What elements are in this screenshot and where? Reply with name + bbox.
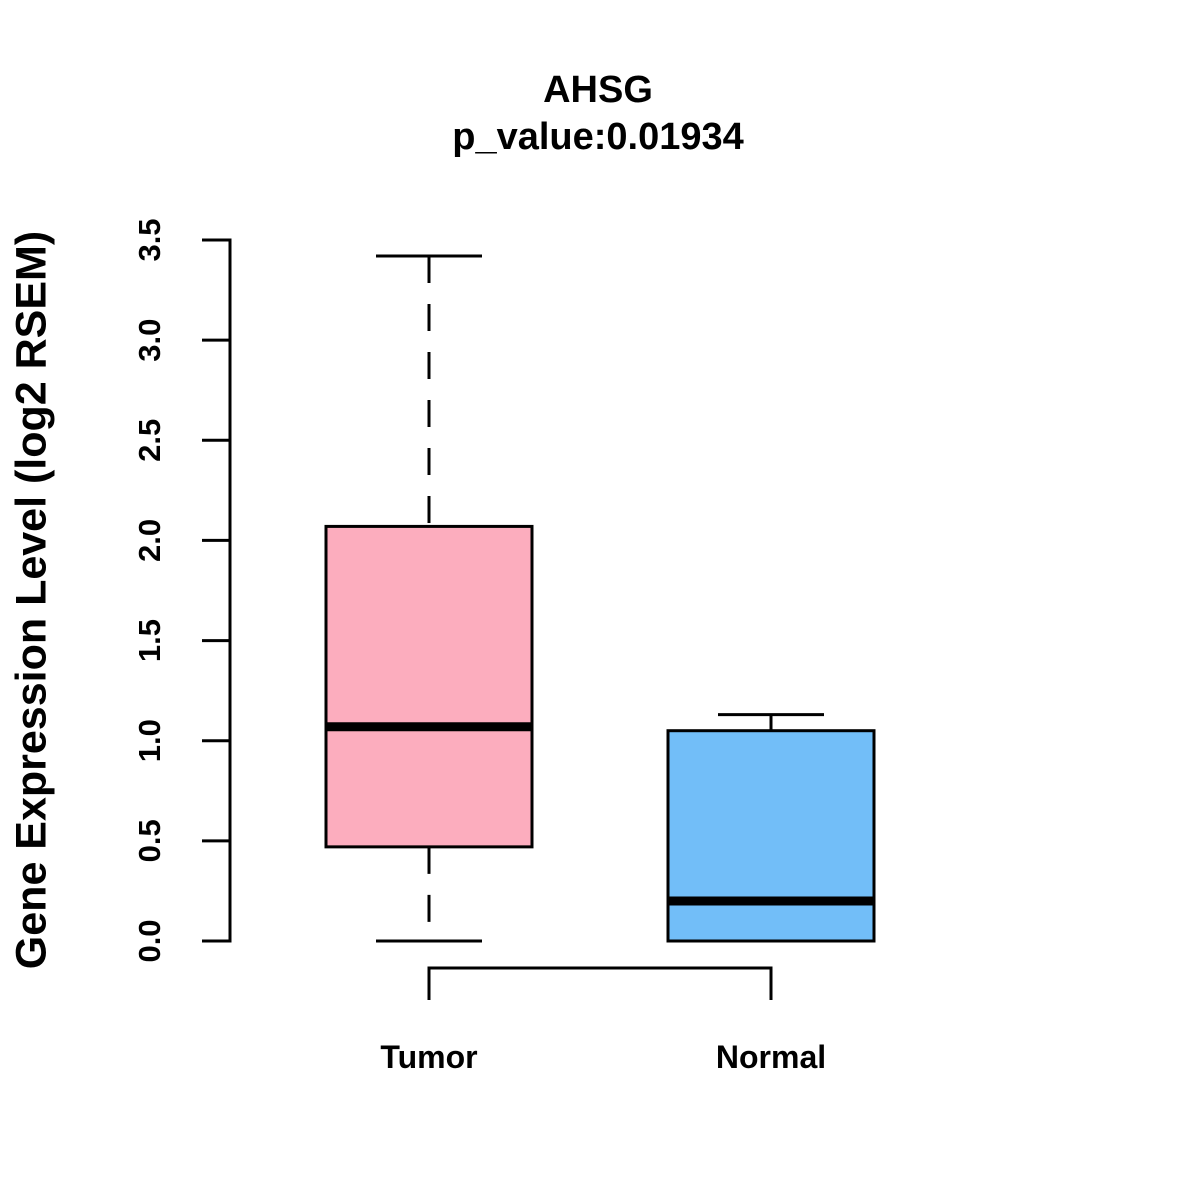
x-category-label-normal: Normal	[716, 1039, 826, 1075]
y-tick-label: 1.5	[132, 619, 167, 662]
y-tick-label: 2.0	[132, 519, 167, 562]
comparison-bracket	[427, 966, 773, 1000]
y-tick-label: 0.0	[132, 919, 167, 962]
x-category-label-tumor: Tumor	[380, 1039, 477, 1075]
y-tick-label: 1.0	[132, 719, 167, 762]
y-tick-label: 0.5	[132, 819, 167, 862]
box-tumor	[324, 524, 534, 849]
box-normal	[666, 729, 876, 943]
y-tick-label: 3.5	[132, 218, 167, 261]
y-tick-label: 3.0	[132, 319, 167, 362]
y-tick-label: 2.5	[132, 419, 167, 462]
chart-subtitle: p_value:0.01934	[452, 116, 744, 158]
chart-title: AHSG	[543, 69, 653, 111]
